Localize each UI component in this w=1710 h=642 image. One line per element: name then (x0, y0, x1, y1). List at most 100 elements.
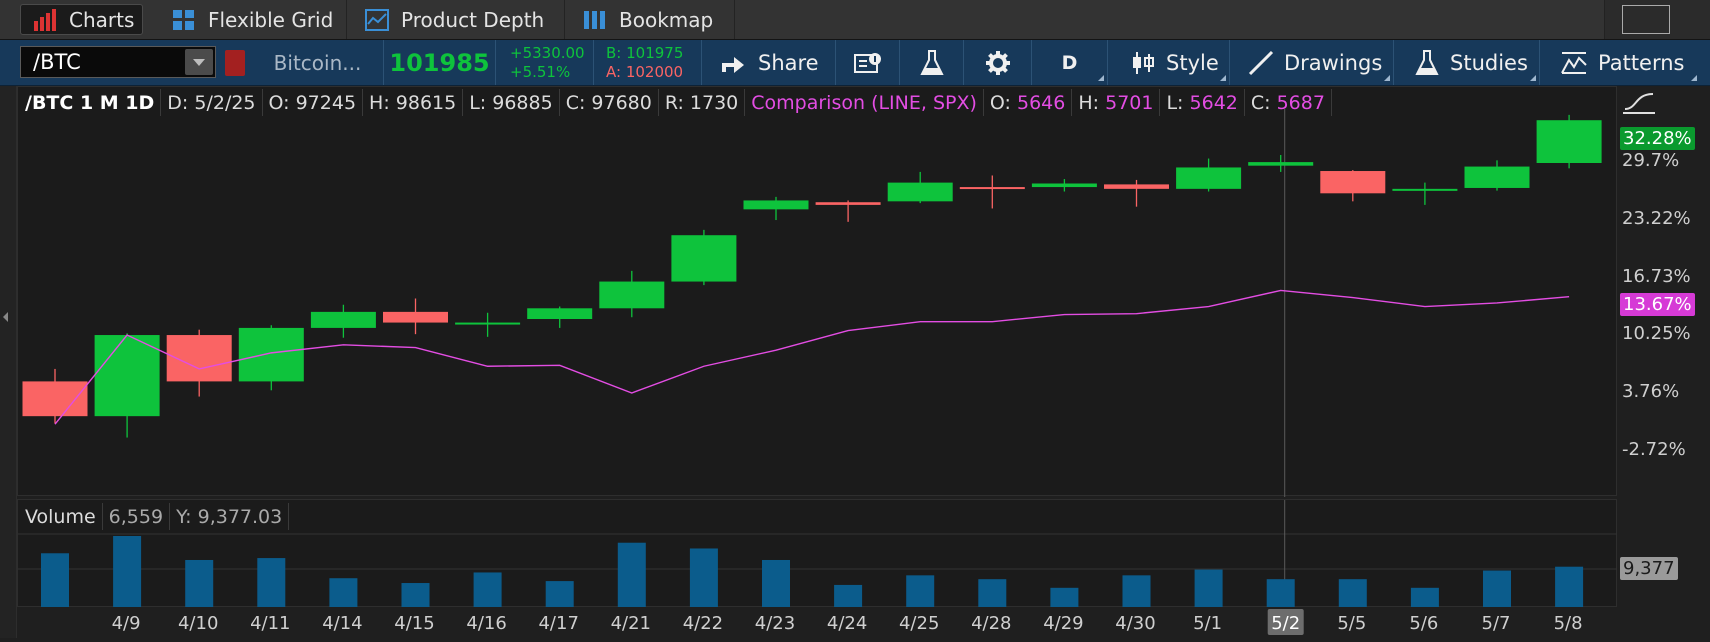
date-tick-label: 4/21 (611, 613, 651, 634)
volume-bar-5/8 (1555, 566, 1584, 607)
price-axis-tick-label: 10.25% (1622, 323, 1691, 345)
last-price-badge: 32.28% (1620, 127, 1695, 150)
flask-icon (1415, 49, 1439, 75)
date-tick-label: 4/24 (827, 613, 867, 634)
share-icon (722, 56, 744, 73)
volume-bar-4/15 (401, 583, 430, 607)
candle-5/1 (1176, 158, 1242, 192)
volume-info-bar: Volume 6,559 Y: 9,377.03 (19, 503, 290, 531)
candle-4/9 (94, 333, 160, 438)
tab-label: Flexible Grid (208, 7, 334, 32)
candle-body (959, 187, 1025, 190)
candle-body (743, 200, 809, 210)
date-tick-label: 4/14 (322, 613, 362, 634)
patterns-button[interactable]: Patterns (1540, 40, 1700, 85)
tab-flexible-grid[interactable]: Flexible Grid (160, 0, 347, 39)
date-axis-svg: 4/9 4/10 4/11 4/14 4/15 4/16 4/17 4/21 4/22 4/23 4… (112, 609, 1583, 635)
chart-toolbar: /BTC Bitcoin... 101985 +5330.00 +5.51% B… (0, 40, 1710, 86)
tab-product-depth[interactable]: Product Depth (353, 0, 565, 39)
candle-body (310, 311, 376, 328)
date-tick-label: 4/15 (394, 613, 434, 634)
date-axis[interactable]: 4/9 4/10 4/11 4/14 4/15 4/16 4/17 4/21 4/22 4/23 4… (17, 607, 1617, 638)
news-button[interactable] (836, 40, 900, 85)
candle-4/23 (743, 196, 809, 221)
candle-4/24 (815, 200, 881, 222)
maximize-window-icon[interactable] (1622, 5, 1670, 34)
volume-bar-5/6 (1410, 587, 1439, 607)
left-side-strip[interactable] (0, 86, 17, 638)
candle-body (22, 381, 88, 417)
price-axis-tick-label: 23.22% (1622, 207, 1691, 229)
cursor-date-badge: 5/2 (1267, 609, 1304, 635)
dropdown-corner-icon (1384, 75, 1390, 81)
volume-bar-4/8 (41, 553, 69, 607)
ask-value: A: 102000 (606, 62, 684, 81)
net-change: +5330.00 +5.51% (496, 40, 594, 85)
symbol-description[interactable]: Bitcoin... (252, 40, 384, 85)
aggregation-period-dropdown[interactable]: D (1032, 40, 1108, 85)
drawings-button[interactable]: Drawings (1230, 40, 1394, 85)
candle-4/14 (310, 304, 376, 338)
volume-bar-5/2 (1266, 579, 1295, 607)
studies-button[interactable]: Studies (1394, 40, 1540, 85)
bar-chart-icon (33, 8, 57, 31)
collapse-left-icon[interactable] (3, 312, 8, 322)
window-controls (1604, 0, 1710, 39)
date-tick-label: 4/22 (683, 613, 723, 634)
symbol-value: /BTC (33, 50, 81, 74)
style-button[interactable]: Style (1108, 40, 1230, 85)
volume-panel[interactable] (17, 499, 1618, 608)
volume-axis-badge: 9,377 (1620, 557, 1678, 580)
candle-body (1536, 120, 1602, 163)
style-label: Style (1166, 50, 1219, 75)
date-tick-label: 4/25 (899, 613, 939, 634)
cursor-date-label: 5/2 (1271, 613, 1300, 634)
tab-label: Bookmap (619, 7, 714, 32)
dropdown-corner-icon (1691, 75, 1697, 81)
volume-bar-4/11 (257, 558, 286, 607)
period-value: D (1061, 51, 1078, 74)
info-open: O: 97245 (263, 89, 364, 116)
candle-4/29 (1031, 179, 1097, 192)
description-text: Bitcoin... (273, 50, 362, 75)
cmp-close: C: 5687 (1245, 89, 1332, 116)
date-tick-label: 4/11 (250, 613, 290, 634)
candle-body (94, 335, 160, 417)
candle-body (1464, 166, 1530, 188)
axis-scale-icon[interactable] (1621, 89, 1661, 117)
tab-charts[interactable]: Charts (20, 4, 143, 35)
volume-bar-4/14 (329, 578, 358, 607)
candle-body (527, 308, 593, 319)
gear-icon (985, 50, 1010, 75)
comparison-label[interactable]: Comparison (LINE, SPX) (745, 89, 984, 116)
chart-title: /BTC 1 M 1D (19, 89, 162, 116)
date-tick-label: 5/5 (1337, 613, 1366, 634)
chevron-down-icon[interactable] (185, 49, 213, 75)
cmp-high: H: 5701 (1072, 89, 1161, 116)
date-tick-label: 5/7 (1482, 613, 1511, 634)
date-tick-label: 4/29 (1043, 613, 1083, 634)
price-axis-tick-label: 16.73% (1622, 265, 1691, 287)
lab-button[interactable] (900, 40, 964, 85)
price-chart-panel[interactable] (17, 86, 1617, 497)
candle-4/16 (455, 312, 521, 337)
candle-4/28 (959, 175, 1025, 209)
price-axis-tick-label: 3.76% (1622, 381, 1680, 403)
share-button[interactable]: Share (702, 40, 836, 85)
candle-4/10 (166, 329, 232, 397)
alert-icon[interactable] (225, 50, 245, 76)
bookmap-icon (583, 9, 607, 31)
tab-label: Charts (69, 7, 135, 32)
info-low: L: 96885 (463, 89, 560, 116)
price-axis[interactable] (1617, 86, 1710, 638)
candle-5/7 (1464, 160, 1530, 191)
volume-bar-4/16 (473, 572, 502, 607)
settings-button[interactable] (964, 40, 1032, 85)
comparison-price-badge: 13.67% (1620, 292, 1695, 316)
date-tick-label: 5/6 (1409, 613, 1438, 634)
candle-body (1248, 162, 1314, 166)
studies-label: Studies (1450, 50, 1528, 75)
tab-bookmap[interactable]: Bookmap (571, 0, 735, 39)
symbol-input[interactable]: /BTC (20, 46, 216, 78)
date-tick-label: 4/16 (466, 613, 506, 634)
